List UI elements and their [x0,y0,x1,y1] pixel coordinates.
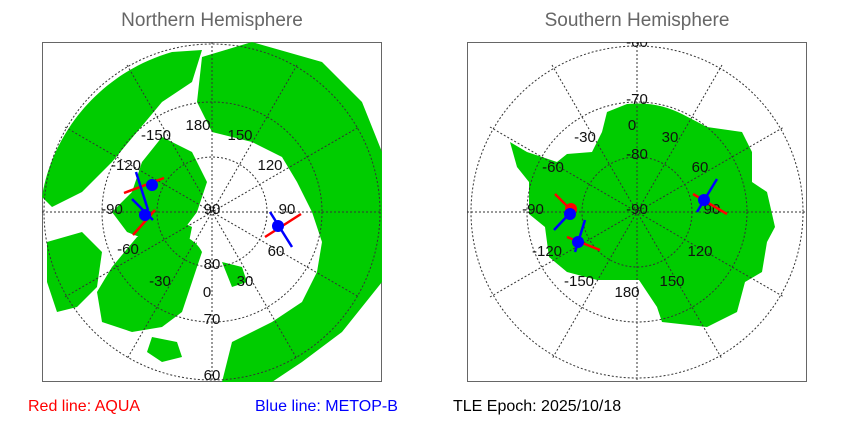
lon-label: 60 [268,243,285,260]
legend-aqua: Red line: AQUA [28,398,141,415]
north-polar-map: 180 150 120 90 60 30 0 -30 -60 -90 -120 … [42,42,382,382]
north-land [42,42,382,382]
lon-label: 180 [614,284,639,301]
lon-label: 90 [704,201,721,218]
lat-label: -60 [626,42,648,51]
lat-label: -90 [626,201,648,218]
satellite-marker [146,179,158,191]
satellite-marker [572,236,584,248]
lon-label: 120 [257,157,282,174]
south-lat-labels: -90 -80 -70 -60 [626,42,648,218]
lon-label: -30 [574,129,596,146]
lon-label: 60 [692,159,709,176]
aqua-track [123,176,165,195]
satellite-marker [139,209,151,221]
lon-label: -150 [141,127,171,144]
north-title: Northern Hemisphere [121,10,303,31]
aqua-track [132,209,156,236]
lon-label: 180 [185,117,210,134]
north-graticule [42,42,382,382]
lon-label: -120 [111,157,141,174]
lon-label: -120 [532,243,562,260]
north-lat-labels: 90 80 70 60 [204,201,221,382]
north-lon-labels: 180 150 120 90 60 30 0 -30 -60 -90 -120 … [101,117,295,301]
lat-label: 60 [204,367,221,382]
lon-label: -90 [522,201,544,218]
lon-label: 150 [659,273,684,290]
lon-label: 30 [237,273,254,290]
satellite-marker [698,194,710,206]
lat-label: 80 [204,256,221,273]
lon-label: -60 [542,159,564,176]
lat-label: -80 [626,146,648,163]
satellite-marker [272,220,284,232]
south-satellite-tracks [553,178,728,253]
tle-epoch: TLE Epoch: 2025/10/18 [453,398,622,415]
south-lon-labels: 0 30 60 90 120 150 180 -150 -120 -90 -60… [522,117,720,301]
legend-metop: Blue line: METOP-B [255,398,398,415]
south-graticule [467,42,807,382]
lon-label: -60 [117,241,139,258]
lat-label: -70 [626,91,648,108]
lon-label: -150 [564,273,594,290]
lon-label: 0 [203,284,211,301]
lon-label: 120 [687,243,712,260]
lat-label: 90 [204,201,221,218]
metop-track [134,171,150,211]
north-satellite-tracks [123,171,302,248]
lon-label: 0 [628,117,636,134]
south-polar-map: 0 30 60 90 120 150 180 -150 -120 -90 -60… [467,42,807,382]
lat-label: 70 [204,311,221,328]
lon-label: -30 [149,273,171,290]
south-title: Southern Hemisphere [544,10,730,31]
lon-label: -90 [101,201,123,218]
lon-label: 30 [662,129,679,146]
lon-label: 150 [227,127,252,144]
satellite-marker [564,208,576,220]
lon-label: 90 [279,201,296,218]
